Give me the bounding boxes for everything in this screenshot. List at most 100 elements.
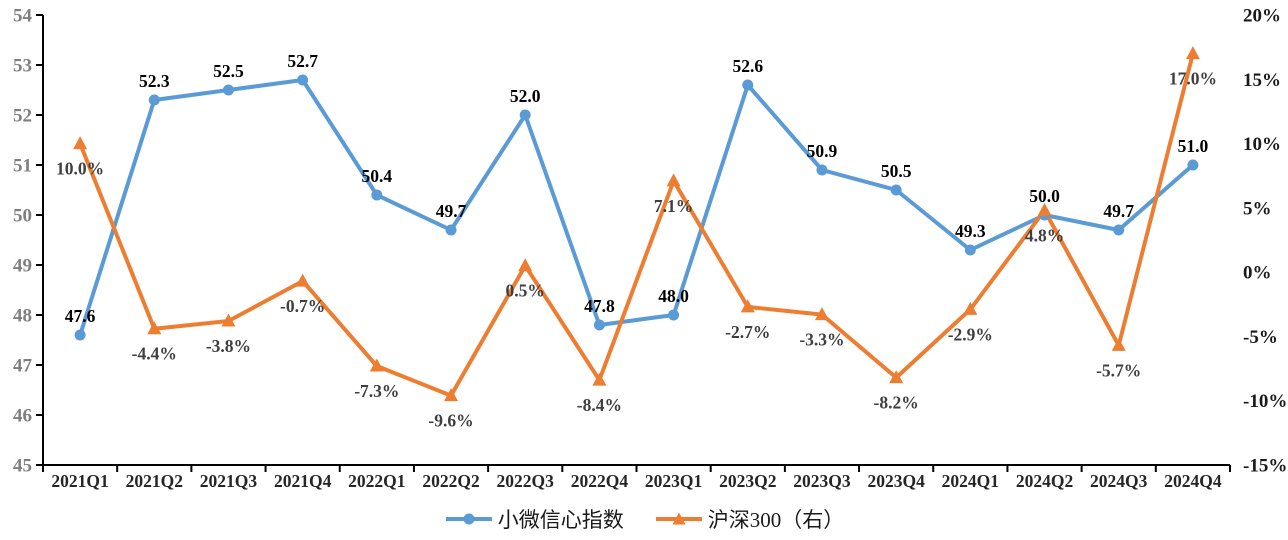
data-point-marker-circle xyxy=(222,84,234,96)
data-point-marker-circle xyxy=(816,164,828,176)
data-point-marker-triangle xyxy=(740,299,755,313)
data-label: 50.9 xyxy=(807,141,838,161)
data-point-marker-triangle xyxy=(814,307,829,321)
x-axis-category-label: 2024Q3 xyxy=(1090,471,1148,491)
data-label: 17.0% xyxy=(1169,69,1217,89)
x-axis-category-label: 2023Q2 xyxy=(719,471,776,491)
y-axis-right-tick-label: 15% xyxy=(1243,70,1281,91)
data-label: -3.3% xyxy=(799,330,844,350)
data-label: 0.5% xyxy=(506,281,545,301)
data-point-marker-circle xyxy=(1187,159,1199,171)
data-label: -5.7% xyxy=(1096,360,1141,380)
data-point-marker-triangle xyxy=(1185,46,1200,60)
data-label: 49.3 xyxy=(955,221,986,241)
y-axis-left-tick-label: 46 xyxy=(13,406,32,427)
dual-axis-line-chart: 54 53 52 51 50 49 48 47 46 45 20% 15% 10% 5% 0% -5% -10%… xyxy=(13,6,1287,492)
data-label: -4.4% xyxy=(132,344,177,364)
data-label: 49.7 xyxy=(1103,201,1134,221)
data-point-marker-triangle xyxy=(889,370,904,384)
y-axis-left-tick-label: 54 xyxy=(13,6,33,27)
x-axis-category-label: 2022Q2 xyxy=(422,471,479,491)
data-label: 52.0 xyxy=(510,86,541,106)
data-label: 48.0 xyxy=(658,286,689,306)
data-label: 47.6 xyxy=(65,306,96,326)
data-label: -3.8% xyxy=(206,336,251,356)
x-axis-category-label: 2021Q1 xyxy=(51,471,108,491)
data-label: -8.4% xyxy=(577,395,622,415)
data-label: -2.7% xyxy=(725,322,770,342)
data-label: 47.8 xyxy=(584,296,615,316)
x-axis-category-label: 2023Q3 xyxy=(793,471,851,491)
data-point-marker-circle xyxy=(668,309,680,321)
x-axis-category-label: 2023Q1 xyxy=(645,471,702,491)
data-point-marker-circle xyxy=(74,329,86,341)
data-label: 50.5 xyxy=(881,161,912,181)
x-axis-category-label: 2023Q4 xyxy=(867,471,925,491)
data-label: 50.4 xyxy=(362,166,393,186)
data-point-marker-triangle xyxy=(73,136,88,150)
y-axis-right-tick-label: -15% xyxy=(1243,456,1287,477)
data-label: 52.5 xyxy=(213,61,244,81)
y-axis-right-tick-label: 10% xyxy=(1243,134,1281,155)
data-label: 52.3 xyxy=(139,71,170,91)
y-axis-left-tick-label: 49 xyxy=(13,256,32,277)
data-point-marker-triangle xyxy=(369,358,384,372)
series-line-0 xyxy=(78,78,1195,337)
x-axis-category-label: 2021Q3 xyxy=(200,471,258,491)
data-point-marker-triangle xyxy=(592,372,607,386)
data-point-marker-triangle xyxy=(666,173,681,187)
x-axis-category-label: 2022Q4 xyxy=(571,471,629,491)
data-point-marker-triangle xyxy=(518,258,533,272)
data-label: -2.9% xyxy=(948,324,993,344)
data-point-marker-circle xyxy=(371,189,383,201)
x-axis-category-label: 2022Q3 xyxy=(497,471,555,491)
legend-label-csi300: 沪深300（右） xyxy=(707,508,845,532)
data-point-marker-triangle xyxy=(147,321,162,335)
x-axis-category-label: 2021Q2 xyxy=(126,471,183,491)
data-point-marker-circle xyxy=(890,184,902,196)
data-point-marker-circle xyxy=(148,94,160,106)
legend-item-xiaowei-confidence-index: 小微信心指数 xyxy=(444,504,624,534)
legend-line-triangle-icon xyxy=(655,512,702,525)
data-point-marker-circle xyxy=(593,319,605,331)
data-point-marker-triangle xyxy=(444,388,459,402)
y-axis-right-tick-label: 20% xyxy=(1243,6,1281,27)
chart-legend: 小微信心指数 沪深300（右） xyxy=(0,498,1288,540)
legend-item-csi300: 沪深300（右） xyxy=(654,504,845,534)
data-point-marker-circle xyxy=(1113,224,1125,236)
data-point-marker-triangle xyxy=(1111,337,1126,351)
data-label: 52.7 xyxy=(287,51,318,71)
data-point-marker-circle xyxy=(964,244,976,256)
legend-line-circle-icon xyxy=(445,513,492,525)
y-axis-left-tick-label: 45 xyxy=(13,456,32,477)
y-axis-left-tick-label: 48 xyxy=(13,306,32,327)
data-point-marker-triangle xyxy=(1037,202,1052,216)
data-label: -9.6% xyxy=(428,411,473,431)
data-point-marker-triangle xyxy=(221,313,236,327)
data-point-marker-triangle xyxy=(963,301,978,315)
y-axis-right-tick-label: -10% xyxy=(1243,391,1287,412)
data-label: -7.3% xyxy=(354,381,399,401)
y-axis-left-tick-label: 51 xyxy=(13,156,32,177)
data-label: 50.0 xyxy=(1029,186,1060,206)
data-point-marker-circle xyxy=(445,224,457,236)
data-label: 10.0% xyxy=(56,159,104,179)
y-axis-left-tick-label: 50 xyxy=(13,206,32,227)
data-label: 7.1% xyxy=(654,196,693,216)
y-axis-right-tick-label: 0% xyxy=(1243,263,1272,284)
legend-label-xiaowei-confidence-index: 小微信心指数 xyxy=(497,508,624,532)
series-line-1 xyxy=(78,51,1195,398)
y-axis-left-tick-label: 52 xyxy=(13,106,32,127)
data-label: 4.8% xyxy=(1025,225,1064,245)
x-axis-category-label: 2022Q1 xyxy=(348,471,405,491)
y-axis-left-tick-label: 53 xyxy=(13,56,32,77)
x-axis-category-label: 2024Q4 xyxy=(1164,471,1222,491)
x-axis-category-label: 2021Q4 xyxy=(274,471,332,491)
data-point-marker-circle xyxy=(297,74,309,86)
y-axis-right-tick-label: 5% xyxy=(1243,198,1272,219)
y-axis-right-tick-label: -5% xyxy=(1243,327,1278,348)
data-label: 51.0 xyxy=(1178,136,1209,156)
data-point-marker-triangle xyxy=(295,273,310,287)
legend-swatch-marker xyxy=(672,512,686,525)
